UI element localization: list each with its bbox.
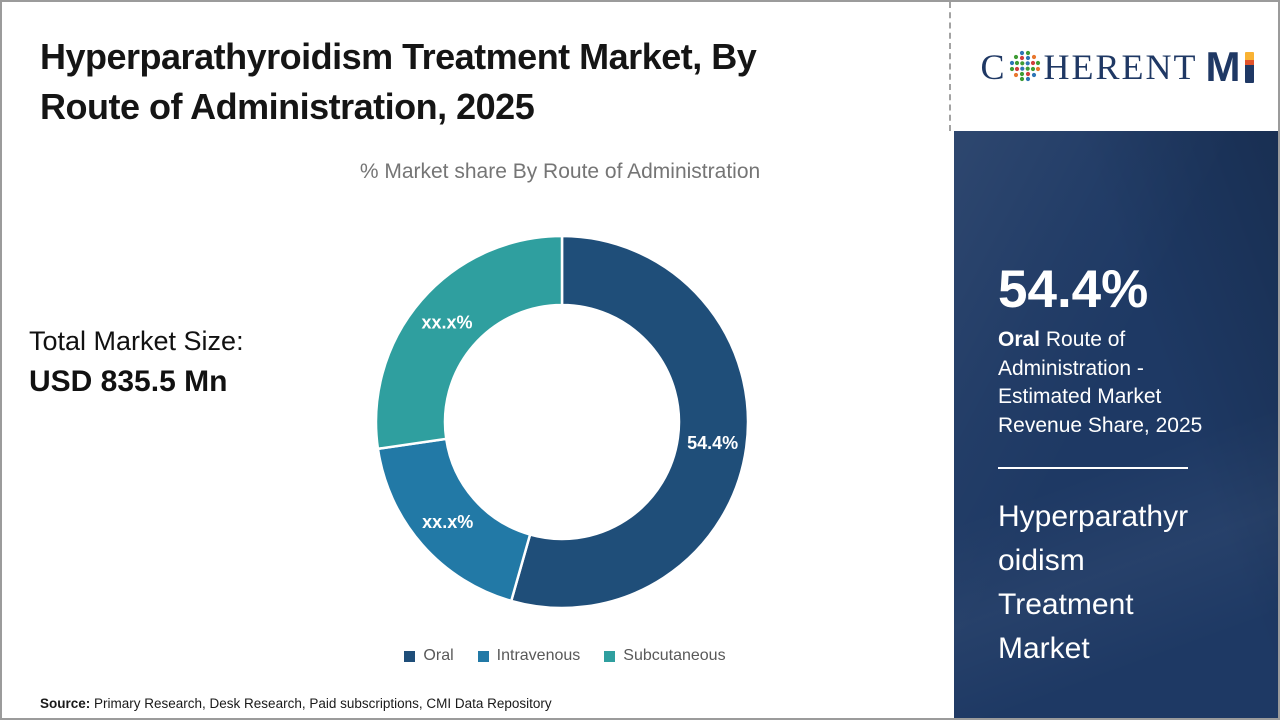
total-market-size-value: USD 835.5 Mn (29, 365, 228, 398)
slice-oral (509, 234, 750, 610)
legend-item-intravenous: Intravenous (477, 647, 581, 665)
sidebar-stat-text: Route of Administration - Estimated Mark… (998, 328, 1203, 437)
sidebar-stat-value: 54.4% (998, 260, 1149, 319)
slice-label-oral: 54.4% (687, 433, 738, 453)
logo-text-m: M (1205, 42, 1241, 90)
sidebar-stat-segment: Oral (998, 328, 1041, 351)
legend-label-subcutaneous: Subcutaneous (623, 647, 726, 664)
slice-label-intravenous: xx.x% (422, 512, 473, 532)
total-market-size-label: Total Market Size: (29, 326, 244, 356)
slice-label-subcutaneous: xx.x% (421, 313, 472, 333)
logo-i-bar-icon (1244, 52, 1254, 83)
source-label: Source: (40, 696, 91, 711)
coherentmi-logo: C HERENT M (981, 43, 1254, 91)
total-market-size: Total Market Size: USD 835.5 Mn (29, 326, 244, 399)
legend-item-oral: Oral (404, 647, 454, 665)
slice-subcutaneous (374, 234, 564, 451)
source-note: Source: Primary Research, Desk Research,… (40, 696, 552, 711)
page-title: Hyperparathyroidism Treatment Market, By… (40, 36, 757, 127)
legend-swatch-intravenous (477, 650, 489, 662)
chart-legend: Oral Intravenous Subcutaneous (215, 647, 915, 665)
source-text: Primary Research, Desk Research, Paid su… (90, 696, 552, 711)
legend-label-intravenous: Intravenous (496, 647, 581, 664)
legend-label-oral: Oral (423, 647, 454, 664)
sidebar-divider (998, 467, 1188, 469)
legend-swatch-subcutaneous (604, 650, 616, 662)
sidebar-stat-description: Oral Route of Administration - Estimated… (998, 326, 1210, 440)
legend-item-subcutaneous: Subcutaneous (604, 647, 726, 665)
highlight-sidebar: 54.4% Oral Route of Administration - Est… (954, 131, 1278, 718)
dashed-divider (949, 2, 951, 131)
legend-swatch-oral (404, 650, 416, 662)
logo-text-c: C (980, 46, 1007, 87)
donut-chart-svg: 54.4% xx.x% xx.x% (374, 234, 750, 610)
logo-area: C HERENT M (954, 2, 1278, 131)
globe-dots-icon (1008, 49, 1042, 88)
chart-title: % Market share By Route of Administratio… (359, 160, 761, 183)
donut-chart: 54.4% xx.x% xx.x% (362, 222, 762, 622)
sidebar-market-name: Hyperparathyr oidism Treatment Market (998, 500, 1189, 665)
logo-text-herent: HERENT (1043, 46, 1198, 87)
